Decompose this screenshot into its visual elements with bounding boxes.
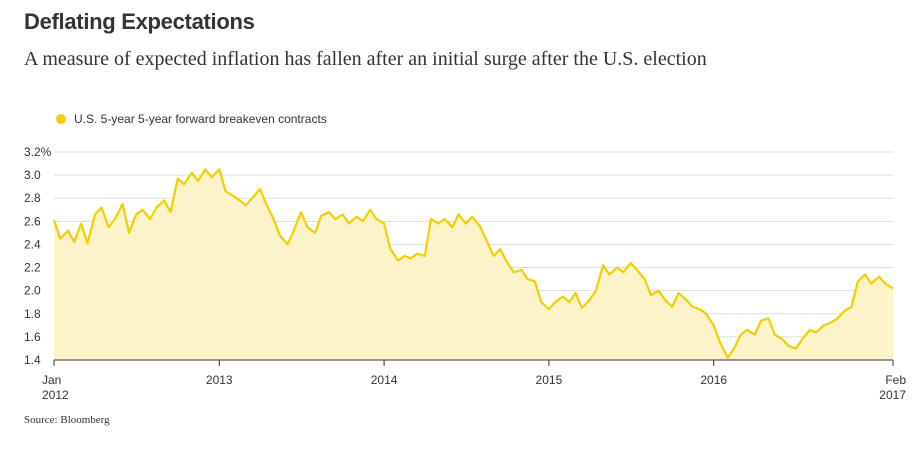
chart-title: Deflating Expectations <box>24 9 255 34</box>
legend: U.S. 5-year 5-year forward breakeven con… <box>56 112 327 126</box>
y-tick-label: 2.6 <box>24 214 41 228</box>
series-area <box>54 169 893 360</box>
x-tick-label: 2017 <box>879 388 906 402</box>
chart-subtitle: A measure of expected inflation has fall… <box>24 48 707 70</box>
y-tick-label: 1.6 <box>24 330 41 344</box>
y-tick-label: 2.2 <box>24 261 41 275</box>
x-tick-label: Feb <box>885 373 906 387</box>
x-tick-label: 2012 <box>42 388 69 402</box>
x-tick-label: 2013 <box>206 373 233 387</box>
y-tick-label: 3.2% <box>24 145 52 159</box>
y-tick-label: 3.0 <box>24 168 41 182</box>
x-tick-label: 2014 <box>371 373 398 387</box>
x-tick-label: 2015 <box>536 373 563 387</box>
source-note: Source: Bloomberg <box>24 414 110 426</box>
legend-swatch <box>56 114 66 124</box>
y-tick-label: 1.8 <box>24 307 41 321</box>
y-tick-label: 2.4 <box>24 237 41 251</box>
x-tick-label: 2016 <box>700 373 727 387</box>
y-tick-label: 2.0 <box>24 284 41 298</box>
x-tick-label: Jan <box>42 373 61 387</box>
series-line <box>52 168 894 359</box>
y-tick-label: 1.4 <box>24 353 41 367</box>
y-tick-label: 2.8 <box>24 191 41 205</box>
legend-label: U.S. 5-year 5-year forward breakeven con… <box>74 112 327 126</box>
